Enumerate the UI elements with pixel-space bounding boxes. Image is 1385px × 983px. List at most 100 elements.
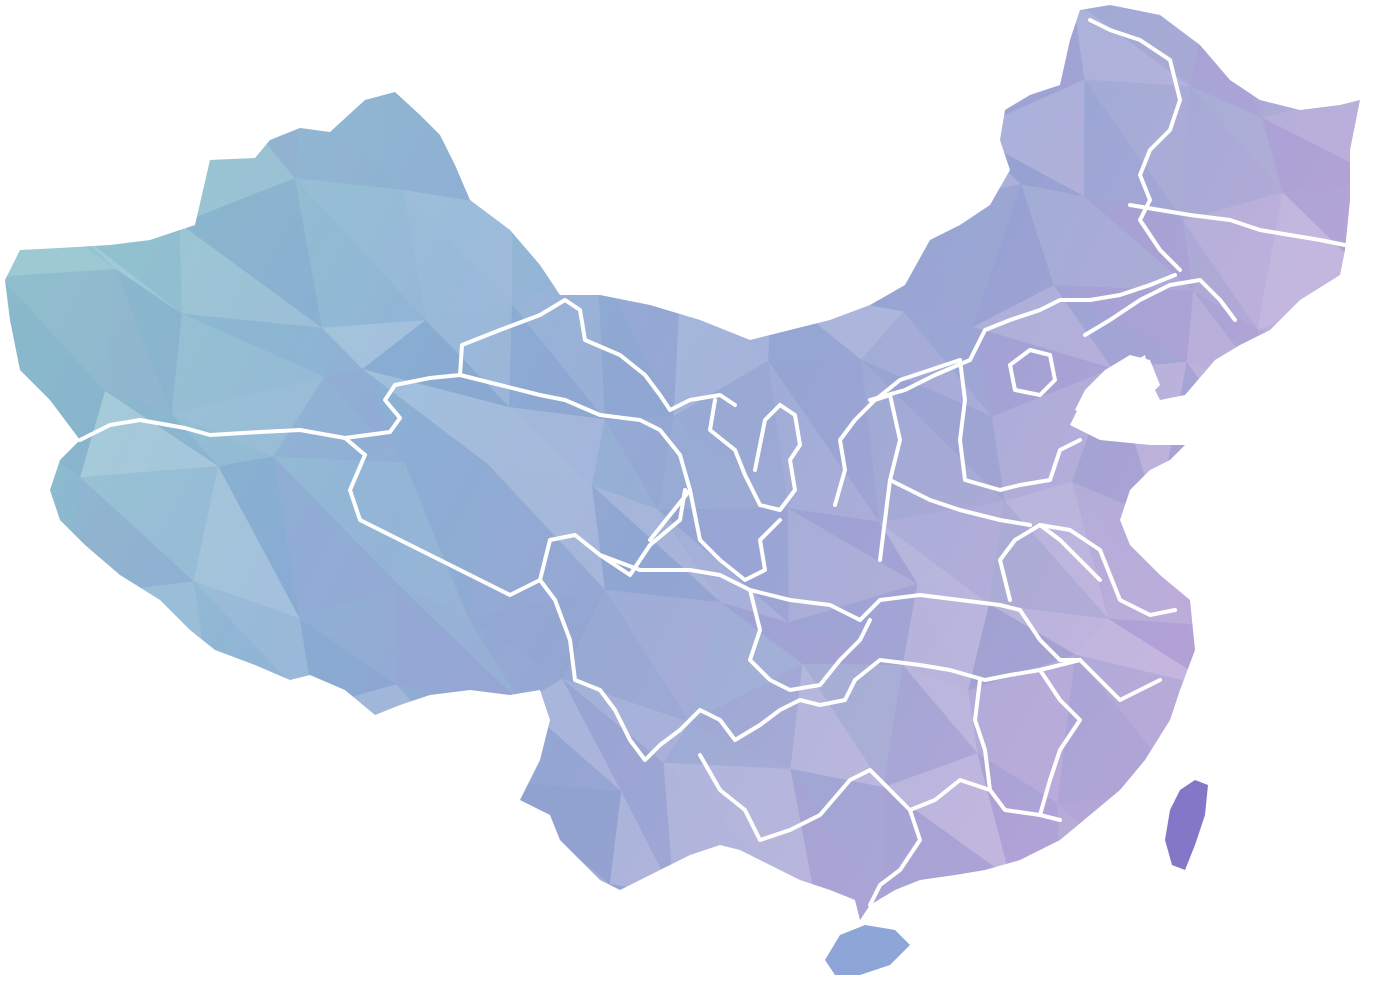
facet [879, 501, 1005, 604]
facet [1184, 758, 1315, 918]
facet [132, 680, 209, 815]
facet [562, 678, 664, 792]
facet [202, 5, 301, 98]
facet [98, 74, 210, 224]
facet [604, 589, 721, 723]
facet [5, 68, 70, 227]
facet [321, 851, 426, 920]
facet [66, 581, 209, 681]
facet [1186, 361, 1271, 462]
facet [98, 5, 210, 80]
facet [1270, 362, 1360, 470]
facet [1059, 864, 1220, 920]
facet [171, 376, 325, 457]
facet [604, 416, 674, 510]
facet [80, 803, 185, 901]
facet [404, 462, 488, 618]
facet [5, 419, 81, 482]
facet [1253, 666, 1360, 780]
facet [968, 690, 1058, 804]
facet [788, 622, 903, 665]
facet [973, 285, 1113, 369]
facet [5, 797, 92, 866]
facet [1190, 612, 1296, 681]
facet [788, 508, 918, 584]
border-henan-shandong [888, 478, 1032, 527]
facet [567, 5, 725, 95]
facet [269, 5, 378, 67]
facet [324, 369, 405, 463]
facet [105, 391, 219, 467]
facet [397, 584, 522, 704]
facet [273, 456, 405, 585]
facet [567, 94, 689, 178]
facet [788, 508, 918, 623]
facet [69, 79, 180, 227]
facet [689, 76, 760, 191]
facet [1219, 680, 1315, 759]
facet [171, 900, 273, 920]
facet [903, 311, 992, 417]
border-gansu-ningxia [708, 398, 802, 512]
facet [402, 189, 513, 305]
facet [5, 851, 92, 920]
facet [1297, 5, 1360, 88]
facet [5, 269, 116, 391]
facet [273, 456, 398, 619]
facet [1073, 5, 1191, 87]
facet [1157, 461, 1296, 613]
border-yunnan-guizhou [678, 678, 857, 742]
facet [80, 391, 219, 478]
facet [395, 684, 484, 781]
facet [1182, 220, 1258, 330]
facet [917, 583, 990, 690]
facet [80, 803, 172, 901]
facet [689, 167, 772, 288]
border-beijing [1008, 348, 1057, 397]
facet [1057, 790, 1185, 901]
facet [362, 320, 510, 407]
facet [512, 131, 569, 208]
facet [785, 5, 903, 102]
facet [788, 583, 918, 665]
border-hubei-henan [858, 593, 1022, 622]
taiwan [1165, 780, 1208, 870]
facet [902, 664, 978, 754]
province-borders [78, 18, 1347, 907]
facet [568, 177, 681, 285]
facet [397, 462, 469, 618]
facet [468, 464, 605, 618]
facet [5, 5, 99, 80]
facet [269, 5, 373, 98]
facet [1193, 290, 1271, 393]
facet [663, 5, 818, 102]
facet [663, 5, 786, 102]
facet [525, 94, 569, 178]
facet [483, 780, 622, 885]
facet [1190, 624, 1254, 690]
facet [490, 5, 567, 132]
border-tibet-sichuan [538, 578, 682, 762]
facet [882, 878, 1011, 920]
facet [896, 5, 967, 133]
facet [658, 509, 789, 623]
facet [861, 311, 992, 417]
facet [5, 576, 132, 692]
facet [171, 313, 325, 414]
facet [490, 5, 594, 95]
facet [690, 663, 803, 769]
facet [1190, 86, 1283, 193]
facet [1161, 900, 1294, 920]
facet [80, 691, 185, 815]
border-hebei-shandong [958, 358, 1082, 492]
facet [5, 186, 116, 277]
facet [1253, 680, 1360, 780]
facet [861, 359, 1005, 502]
facet [1083, 196, 1194, 291]
facet [294, 178, 426, 321]
hainan [825, 925, 910, 975]
facet [968, 654, 1076, 804]
facet [968, 604, 1076, 690]
